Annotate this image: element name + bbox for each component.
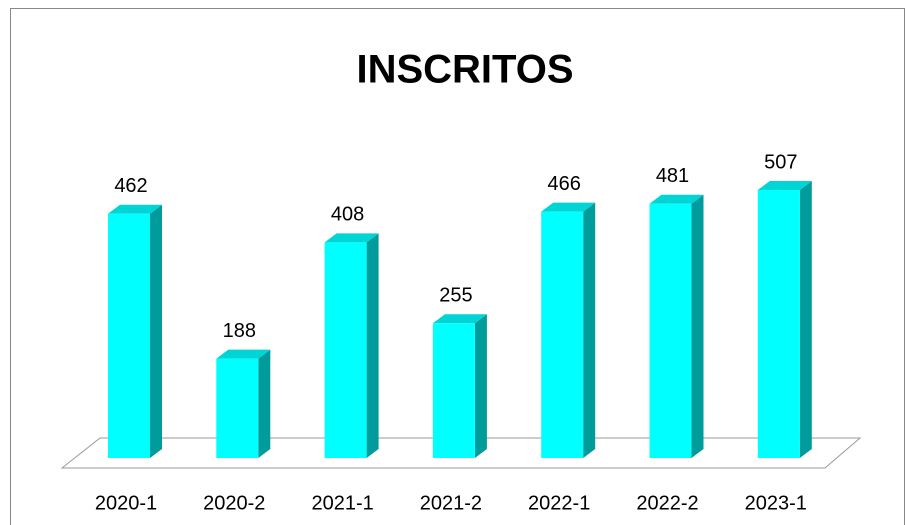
bar-side [691, 194, 704, 458]
x-tick-label: 2022-1 [528, 492, 590, 514]
bar-front [757, 190, 800, 458]
x-tick-label: 2020-2 [203, 492, 265, 514]
x-tick-label: 2020-1 [95, 492, 157, 514]
bar-front [108, 213, 150, 458]
bar [432, 314, 487, 458]
bar-side [150, 204, 162, 458]
x-tick-label: 2023-1 [745, 492, 807, 514]
value-label: 507 [764, 151, 797, 173]
value-label: 462 [114, 175, 147, 197]
bar-front [324, 242, 367, 458]
bar-side [474, 314, 487, 458]
x-tick-label: 2021-2 [420, 492, 482, 514]
bar [541, 202, 596, 458]
bar-front [541, 211, 584, 458]
value-label: 481 [656, 165, 689, 187]
bar-top [324, 233, 379, 243]
bar-side [799, 181, 812, 458]
value-label: 255 [439, 284, 472, 306]
x-tick-label: 2022-2 [636, 492, 698, 514]
chart-title: INSCRITOS [356, 48, 573, 92]
bar-top [108, 204, 162, 214]
bar [757, 181, 812, 458]
bar [108, 204, 162, 458]
bar-top [432, 314, 487, 324]
value-label: 466 [548, 173, 581, 195]
bar-top [216, 349, 271, 359]
bar [649, 194, 704, 458]
value-label: 188 [223, 320, 256, 342]
bar [216, 349, 271, 458]
bar-side [366, 233, 379, 458]
value-label: 408 [331, 204, 364, 226]
bar [324, 233, 379, 458]
bar-side [583, 202, 596, 458]
bar-top [757, 181, 812, 190]
bar-front [216, 358, 259, 458]
x-tick-label: 2021-1 [311, 492, 373, 514]
bar-top [541, 202, 596, 212]
bar-side [258, 349, 271, 458]
bar-front [432, 323, 475, 458]
bar-top [649, 194, 704, 204]
bar-front [649, 203, 692, 458]
